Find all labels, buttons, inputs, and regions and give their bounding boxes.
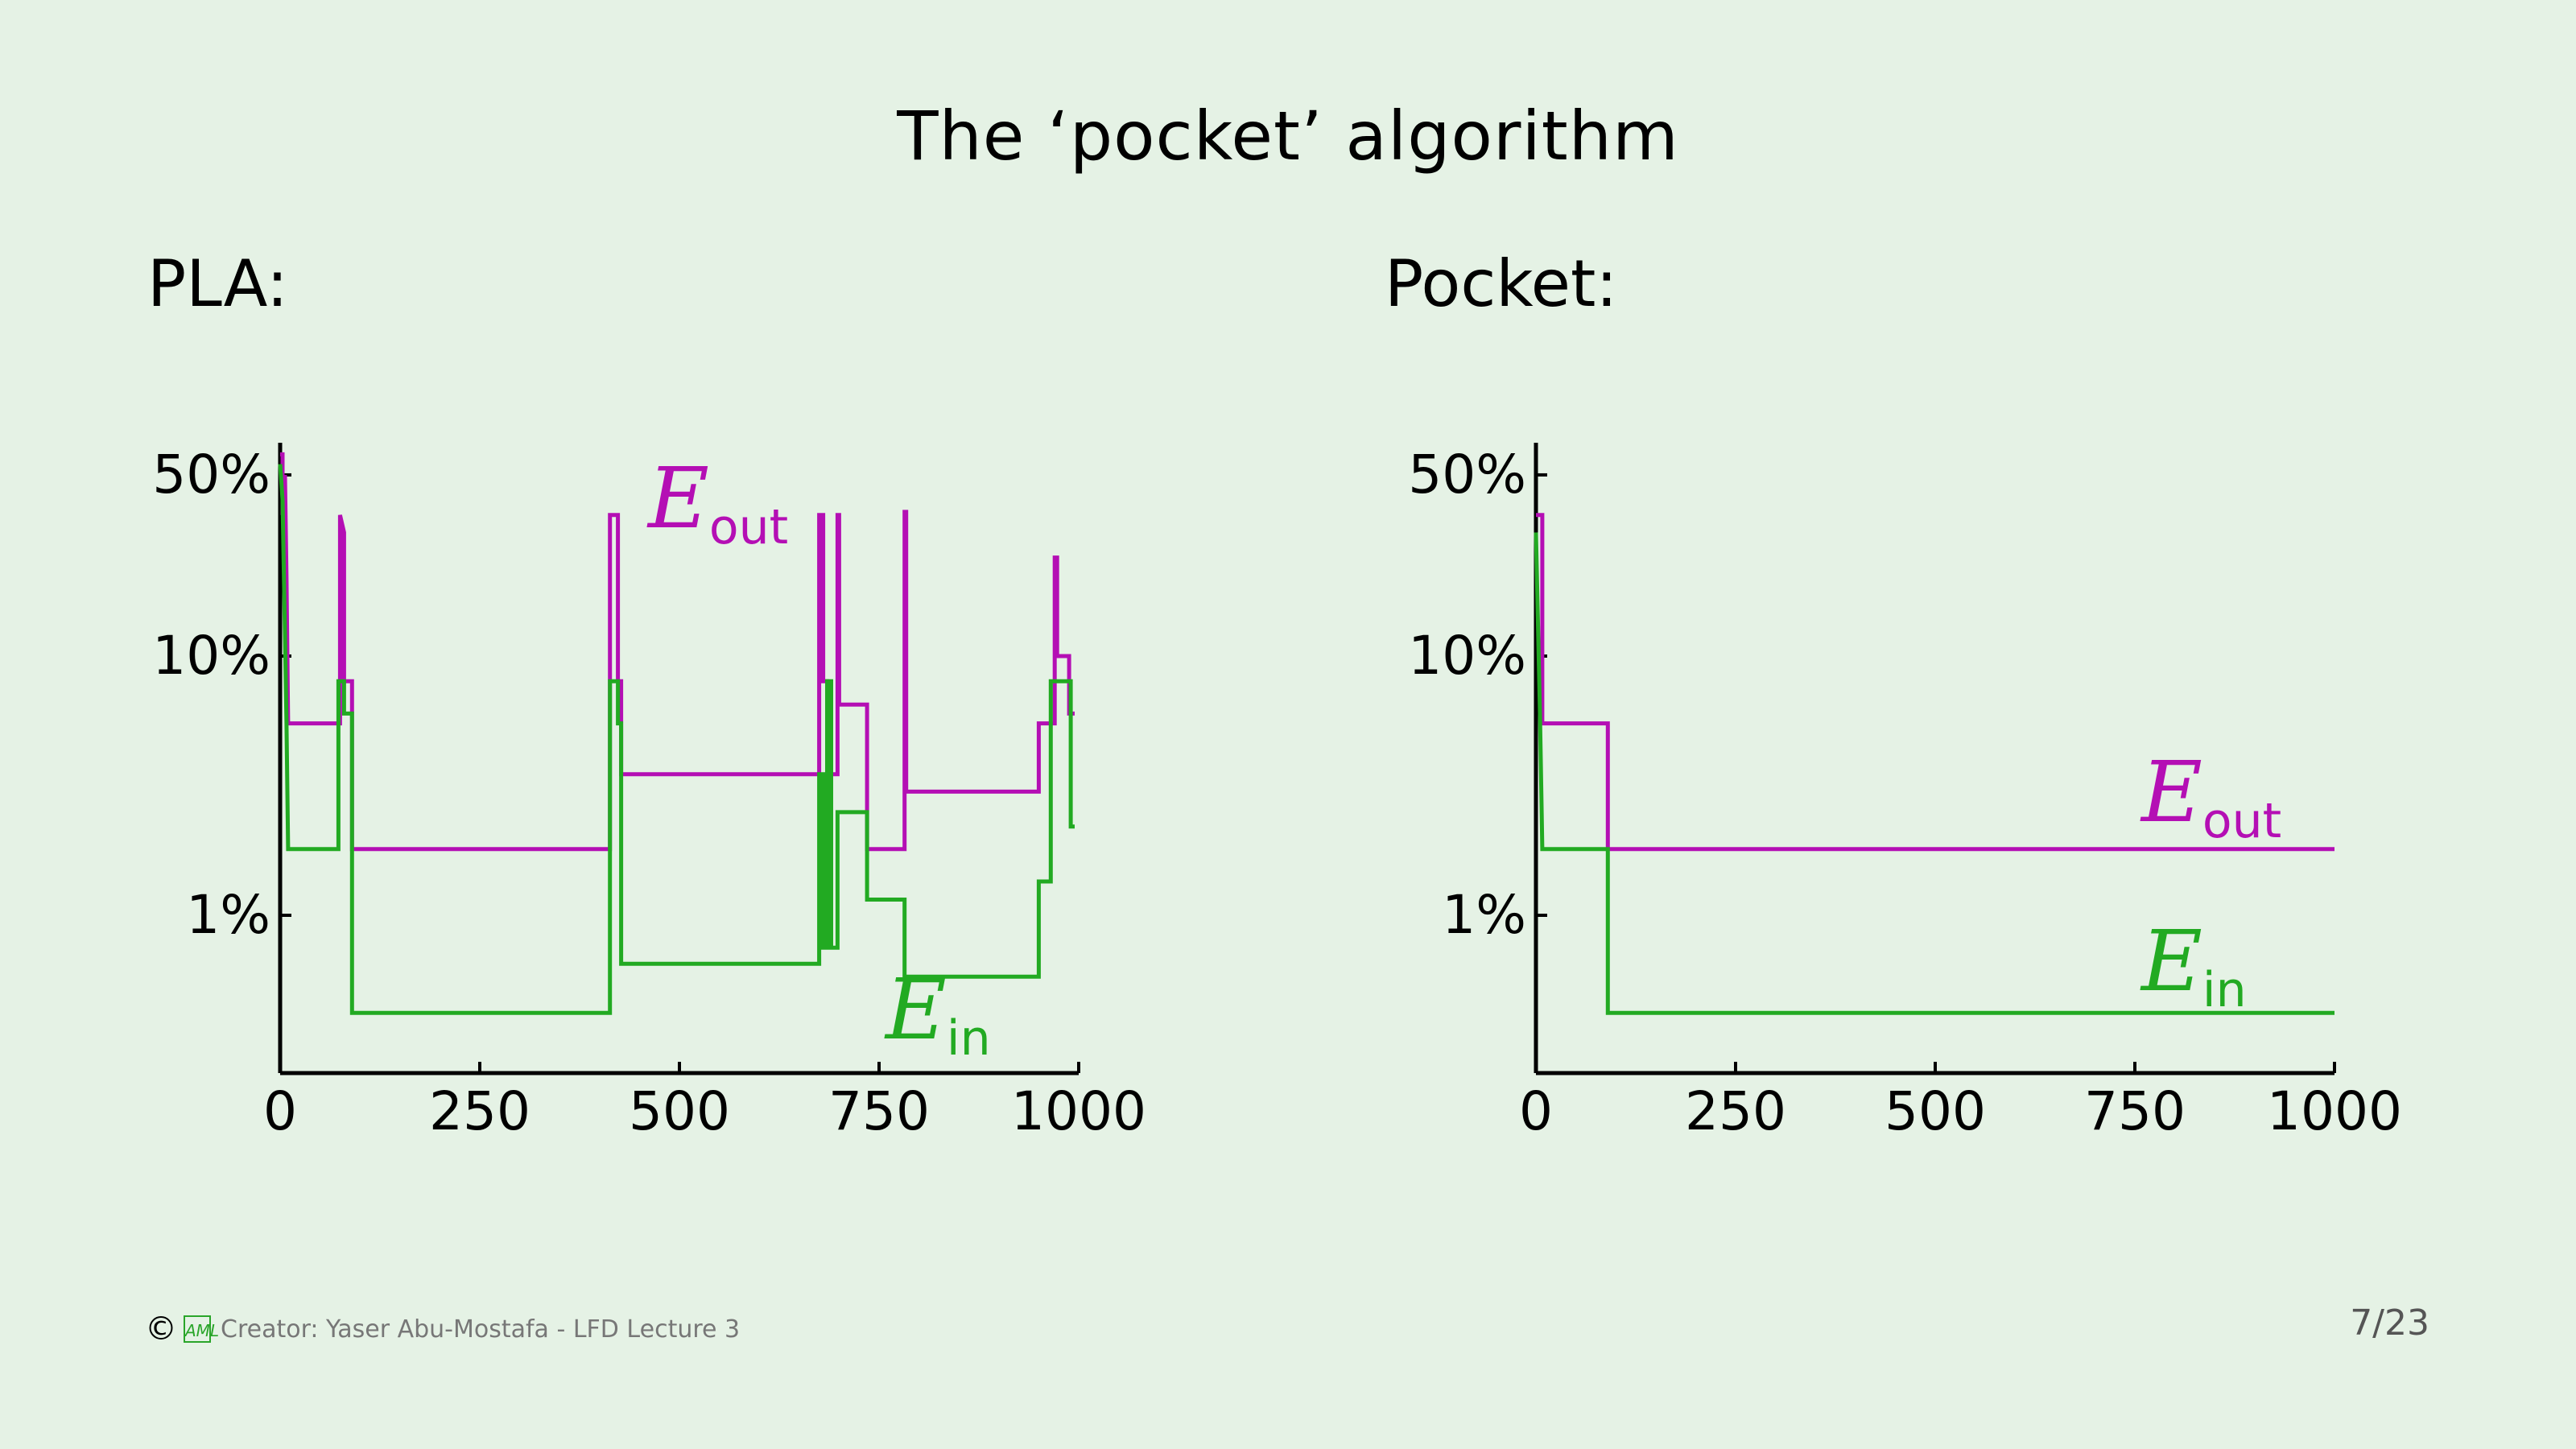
pla-x-tick-label: 1000: [1011, 1080, 1146, 1142]
pocket-x-tick-label: 500: [1885, 1080, 1986, 1142]
pocket-series-in: [1534, 532, 2334, 1015]
aml-logo-icon: AML: [184, 1315, 219, 1343]
pocket-x-tick-label: 0: [1519, 1080, 1553, 1142]
pocket-y-tick-label: 10%: [1408, 625, 1526, 687]
pla-panel-label: PLA:: [147, 246, 288, 321]
pocket-legend-in: Ein: [2140, 912, 2247, 1018]
footer: © AML Creator: Yaser Abu-Mostafa - LFD L…: [145, 1311, 740, 1348]
pocket-panel-label: Pocket:: [1385, 246, 1618, 321]
pla-series-out: [280, 452, 1075, 852]
pocket-x-tick-label: 1000: [2267, 1080, 2402, 1142]
pocket-y-tick-label: 1%: [1442, 884, 1526, 946]
pla-x-tick-label: 500: [629, 1080, 730, 1142]
pocket-legend-out: Eout: [2140, 743, 2281, 849]
slide-title: The ‘pocket’ algorithm: [897, 97, 1679, 175]
pocket-series-out: [1536, 513, 2334, 852]
pla-x-tick-label: 750: [828, 1080, 930, 1142]
pla-y-tick-label: 50%: [152, 444, 270, 506]
pla-x-tick-label: 0: [263, 1080, 297, 1142]
pocket-x-tick-label: 750: [2084, 1080, 2186, 1142]
pocket-y-tick-label: 50%: [1408, 444, 1526, 506]
pla-legend-out: Eout: [646, 449, 788, 555]
page-number: 7/23: [2350, 1302, 2429, 1344]
footer-credit: Creator: Yaser Abu-Mostafa - LFD Lecture…: [221, 1315, 741, 1344]
copyright-icon: ©: [145, 1311, 177, 1348]
pla-y-tick-label: 10%: [152, 625, 270, 687]
pla-x-tick-label: 250: [429, 1080, 530, 1142]
pla-legend-in: Ein: [884, 960, 991, 1067]
pla-y-tick-label: 1%: [186, 884, 270, 946]
pocket-x-tick-label: 250: [1685, 1080, 1786, 1142]
pla-series-in: [278, 464, 1075, 1015]
